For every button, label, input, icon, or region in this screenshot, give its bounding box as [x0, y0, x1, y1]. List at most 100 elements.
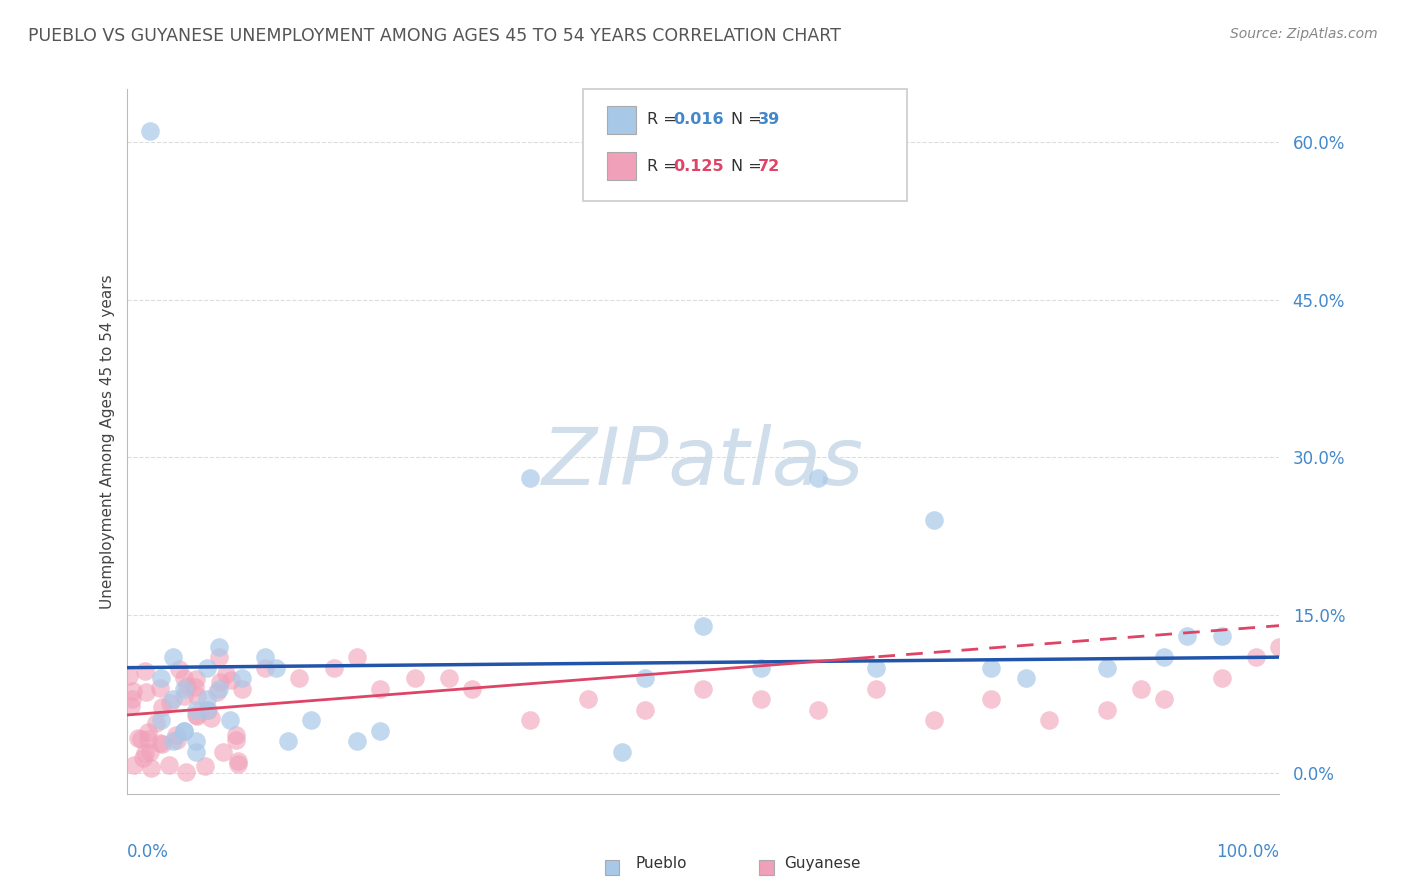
Point [208, 640, 231, 654]
Point [922, 713, 945, 727]
Point [807, 471, 830, 485]
Point [980, 692, 1002, 706]
Point [136, 725, 159, 739]
Point [1095, 661, 1118, 675]
Text: Guyanese: Guyanese [785, 856, 860, 871]
Point [157, 758, 180, 772]
Point [980, 661, 1002, 675]
Point [208, 675, 231, 690]
Text: Pueblo: Pueblo [636, 856, 688, 871]
Point [749, 692, 772, 706]
Point [131, 751, 153, 765]
Point [139, 761, 162, 775]
Point [205, 684, 228, 698]
Point [122, 758, 145, 772]
Point [134, 664, 156, 678]
Point [749, 661, 772, 675]
Point [129, 731, 152, 746]
Point [122, 684, 145, 698]
Point [186, 689, 208, 703]
Point [174, 765, 197, 780]
Text: PUEBLO VS GUYANESE UNEMPLOYMENT AMONG AGES 45 TO 54 YEARS CORRELATION CHART: PUEBLO VS GUYANESE UNEMPLOYMENT AMONG AG… [28, 27, 841, 45]
Point [439, 671, 461, 685]
Point [1153, 650, 1175, 665]
Point [136, 731, 159, 746]
Point [231, 681, 253, 696]
Point [865, 681, 887, 696]
Point [404, 671, 426, 685]
Point [176, 679, 198, 693]
Point [221, 673, 243, 687]
Point [228, 756, 250, 771]
Point [173, 723, 195, 738]
Point [150, 737, 173, 751]
Point [138, 745, 160, 759]
Point [194, 759, 217, 773]
Text: R =: R = [647, 159, 682, 174]
Point [145, 716, 167, 731]
Point [231, 671, 253, 685]
Point [134, 747, 156, 761]
Point [197, 703, 219, 717]
Point [461, 681, 484, 696]
Point [266, 661, 288, 675]
Point [1153, 692, 1175, 706]
Point [186, 708, 208, 723]
Point [195, 692, 218, 706]
Point [865, 661, 887, 675]
Point [138, 124, 160, 138]
Point [159, 696, 181, 710]
Text: 0.0%: 0.0% [127, 843, 169, 861]
Point [162, 650, 184, 665]
Point [208, 681, 231, 696]
Point [1038, 713, 1060, 727]
Point [519, 471, 541, 485]
Point [127, 731, 149, 745]
Point [1268, 640, 1291, 654]
Point [253, 650, 276, 665]
Text: ZIPatlas: ZIPatlas [541, 424, 865, 501]
Point [1015, 671, 1038, 685]
Point [200, 711, 222, 725]
Point [299, 713, 322, 727]
Text: 39: 39 [758, 112, 780, 128]
Point [226, 754, 249, 768]
Point [323, 661, 346, 675]
Point [208, 650, 231, 665]
Point [135, 684, 157, 698]
Text: 100.0%: 100.0% [1216, 843, 1279, 861]
Point [634, 671, 657, 685]
Point [225, 733, 247, 747]
Point [1175, 629, 1198, 643]
Point [173, 671, 195, 685]
Point [167, 662, 190, 676]
Point [634, 703, 657, 717]
Point [149, 736, 172, 750]
Point [211, 745, 233, 759]
Text: 72: 72 [758, 159, 780, 174]
Point [195, 703, 218, 717]
Text: N =: N = [731, 159, 768, 174]
Point [1095, 703, 1118, 717]
Text: R =: R = [647, 112, 682, 128]
Point [149, 681, 172, 696]
Point [173, 689, 195, 703]
Point [150, 713, 173, 727]
Point [184, 745, 207, 759]
Text: 0.125: 0.125 [673, 159, 724, 174]
Point [1211, 671, 1233, 685]
Point [118, 669, 141, 683]
Point [120, 698, 142, 713]
Text: 0.016: 0.016 [673, 112, 724, 128]
Point [1130, 681, 1153, 696]
Point [150, 671, 173, 685]
Text: N =: N = [731, 112, 768, 128]
Point [253, 661, 276, 675]
Point [612, 745, 634, 759]
Point [219, 713, 242, 727]
Point [121, 691, 143, 706]
Point [184, 672, 207, 686]
Y-axis label: Unemployment Among Ages 45 to 54 years: Unemployment Among Ages 45 to 54 years [100, 274, 115, 609]
Point [346, 650, 368, 665]
Point [368, 681, 391, 696]
